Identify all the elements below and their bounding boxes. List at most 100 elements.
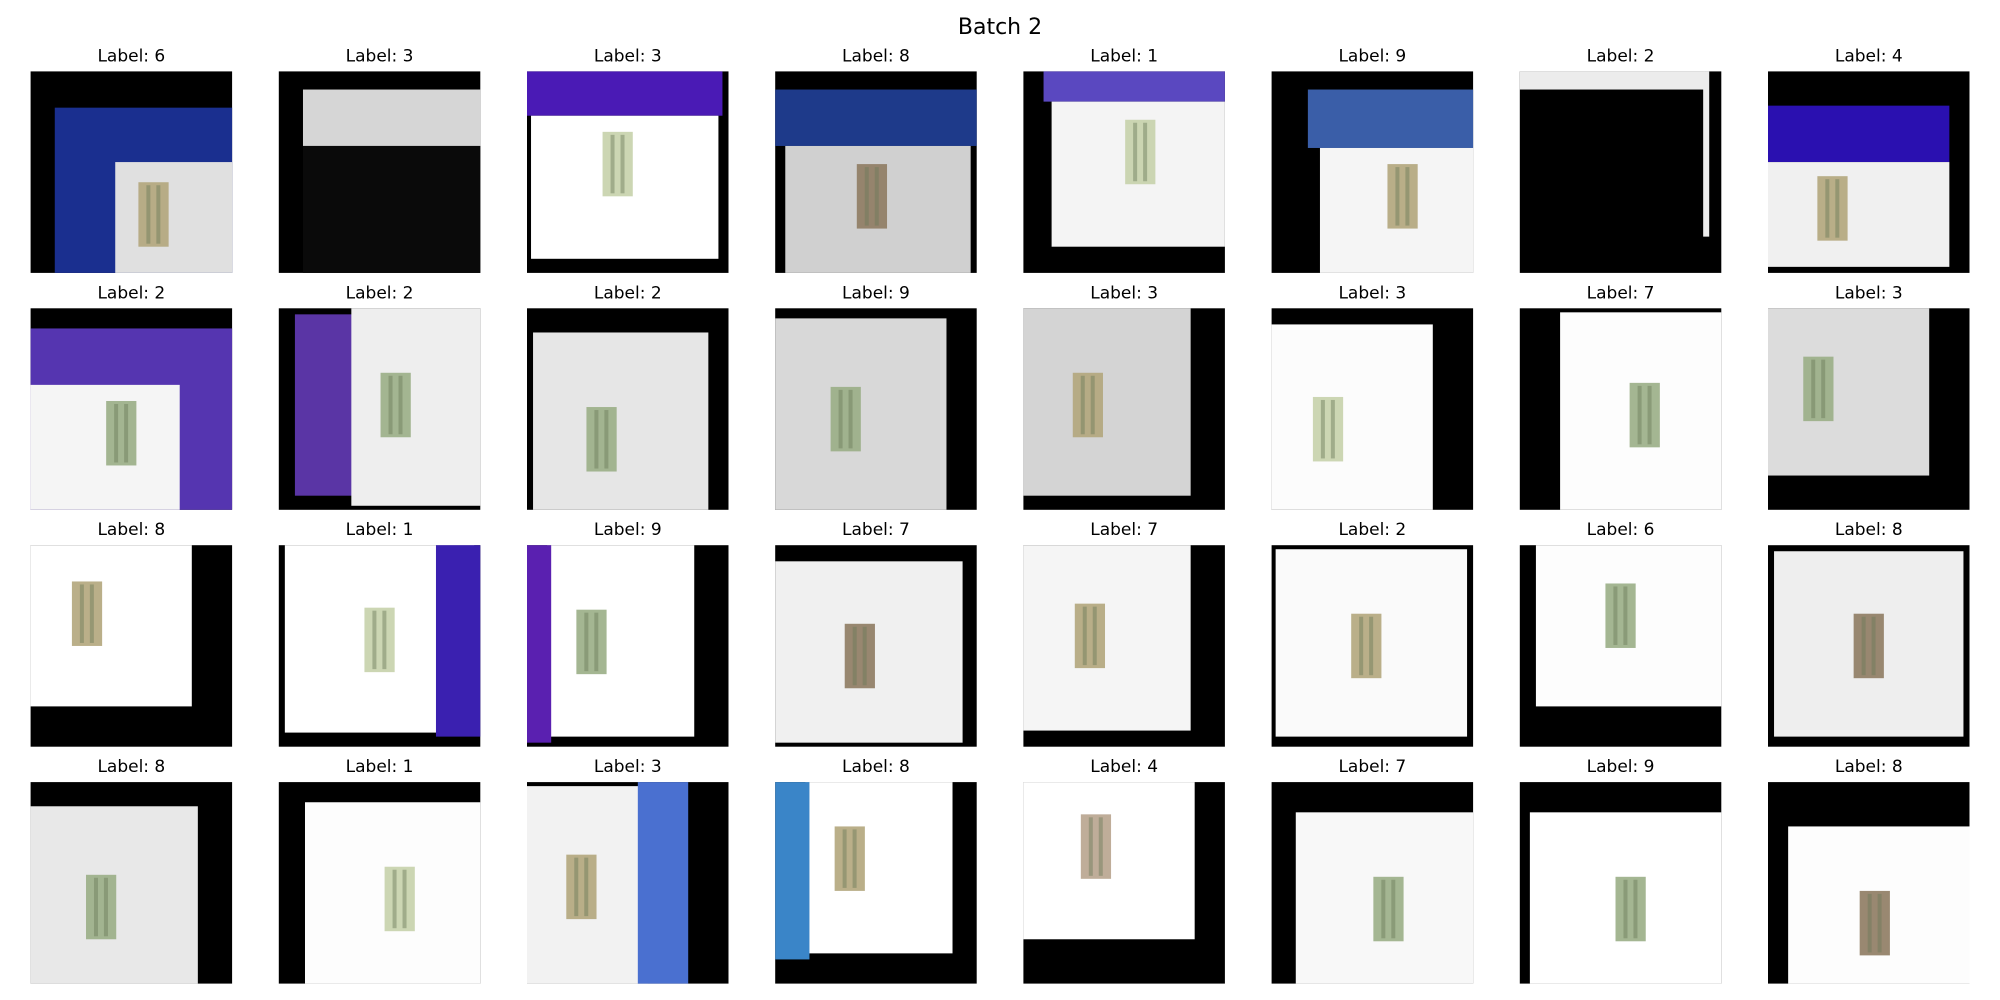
image-object	[1817, 176, 1848, 241]
image-object-stripe	[392, 869, 397, 929]
image-region	[527, 545, 552, 743]
image-object-stripe	[1835, 179, 1840, 238]
image-object-stripe	[1133, 122, 1138, 182]
image-panel: Label: 2	[1519, 46, 1722, 273]
image-region	[533, 332, 709, 510]
image-region	[302, 89, 481, 146]
image-object-stripe	[1092, 606, 1097, 666]
image-object-stripe	[388, 375, 393, 435]
image-object	[380, 372, 411, 438]
image-object-stripe	[124, 403, 129, 463]
image-object	[1312, 396, 1344, 462]
image-object	[1080, 814, 1112, 879]
image-object-stripe	[93, 877, 98, 937]
image-panel: Label: 1	[278, 757, 481, 984]
image-object	[1859, 890, 1890, 956]
image-panel: Label: 7	[1023, 520, 1225, 747]
image-panel: Label: 7	[1519, 283, 1722, 510]
image-panel: Label: 9	[775, 283, 977, 510]
image-object-stripe	[402, 869, 407, 929]
image-object-stripe	[1330, 399, 1335, 459]
image-object-stripe	[1825, 179, 1830, 238]
image-panel: Label: 3	[1271, 283, 1474, 510]
image-object-stripe	[1320, 399, 1325, 459]
image-region	[115, 162, 233, 273]
image-object-stripe	[1391, 879, 1396, 939]
image-panel: Label: 2	[278, 283, 481, 510]
image-panel: Label: 8	[1768, 757, 1970, 984]
image-panel: Label: 9	[1519, 757, 1722, 984]
panel-title: Label: 1	[1090, 46, 1158, 66]
image-object	[834, 826, 865, 891]
panel-title: Label: 8	[842, 46, 910, 66]
panel-title: Label: 9	[842, 283, 910, 303]
image-object	[602, 131, 633, 197]
image-object-stripe	[574, 857, 579, 917]
image-object-stripe	[1877, 893, 1882, 953]
image-region	[1768, 308, 1930, 476]
image-object	[86, 874, 117, 940]
image-object-stripe	[156, 185, 161, 244]
image-object-stripe	[594, 612, 599, 672]
panel-title: Label: 8	[842, 757, 910, 777]
image-object-stripe	[874, 167, 879, 226]
image-object	[1605, 583, 1636, 648]
image-panel: Label: 3	[527, 757, 729, 984]
image-panel: Label: 8	[1768, 520, 1970, 747]
image-object	[1072, 372, 1103, 438]
panel-title: Label: 8	[1835, 757, 1903, 777]
image-object-stripe	[146, 185, 151, 244]
image-region	[30, 545, 192, 707]
image-object-stripe	[584, 857, 589, 917]
image-panel: Label: 4	[1768, 46, 1970, 273]
panel-title: Label: 7	[1338, 757, 1406, 777]
image-object	[1803, 356, 1834, 422]
image-object-stripe	[1871, 616, 1876, 676]
image-region	[302, 145, 481, 273]
image-object-stripe	[1143, 122, 1148, 182]
panel-title: Label: 2	[1338, 520, 1406, 540]
panel-title: Label: 2	[346, 283, 414, 303]
image-region	[547, 545, 695, 737]
image-object	[830, 386, 861, 452]
image-object-stripe	[1623, 586, 1628, 645]
image-object	[71, 581, 103, 646]
panel-title: Label: 9	[1587, 757, 1655, 777]
panel-title: Label: 3	[1835, 283, 1903, 303]
panel-title: Label: 9	[1338, 46, 1406, 66]
image-object-stripe	[1637, 385, 1642, 445]
image-panel: Label: 6	[1519, 520, 1722, 747]
image-panel: Label: 4	[1023, 757, 1225, 984]
image-panel: Label: 3	[1768, 283, 1970, 510]
image-object	[844, 623, 875, 689]
image-panel: Label: 2	[1271, 520, 1474, 747]
image-panel: Label: 7	[1271, 757, 1474, 984]
image-region	[294, 314, 360, 496]
image-object-stripe	[1369, 616, 1374, 676]
image-object	[1615, 876, 1646, 942]
image-object-stripe	[1861, 616, 1866, 676]
panel-title: Label: 7	[842, 520, 910, 540]
panel-title: Label: 2	[1587, 46, 1655, 66]
image-panel: Label: 9	[1271, 46, 1474, 273]
panel-title: Label: 8	[97, 520, 165, 540]
image-object-stripe	[604, 410, 609, 469]
image-region	[30, 384, 180, 510]
image-panel: Label: 8	[30, 520, 233, 747]
image-object	[1074, 603, 1106, 669]
image-region	[1768, 162, 1950, 267]
image-object	[1853, 613, 1884, 679]
image-object	[138, 182, 169, 247]
image-object-stripe	[1811, 359, 1816, 419]
image-panel: Label: 8	[775, 757, 977, 984]
panel-title: Label: 1	[346, 520, 414, 540]
panel-title: Label: 3	[1338, 283, 1406, 303]
image-object-stripe	[1080, 375, 1085, 435]
image-region	[1023, 308, 1191, 496]
image-object-stripe	[1647, 385, 1652, 445]
image-region	[351, 308, 481, 506]
image-object-stripe	[610, 134, 615, 194]
image-region	[1703, 71, 1710, 237]
image-panel: Label: 1	[278, 520, 481, 747]
image-panel: Label: 1	[1023, 46, 1225, 273]
